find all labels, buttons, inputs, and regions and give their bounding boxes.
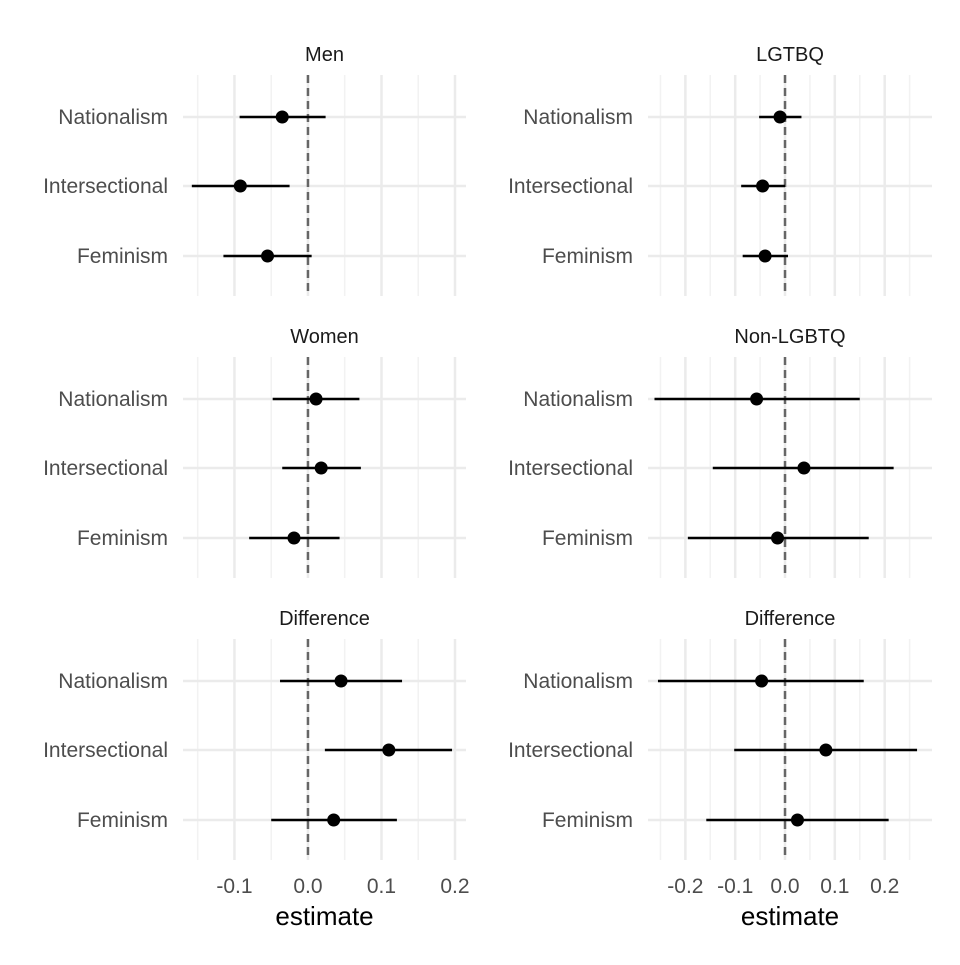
category-label: Feminism <box>542 245 633 268</box>
x-tick-label: -0.1 <box>717 875 753 898</box>
x-tick-label: 0.2 <box>870 875 899 898</box>
category-label: Intersectional <box>508 739 633 762</box>
category-label: Intersectional <box>508 457 633 480</box>
panel-title: Difference <box>745 608 836 630</box>
panel-title: LGTBQ <box>756 44 824 66</box>
x-tick-label: 0.1 <box>367 875 396 898</box>
point-estimate <box>287 531 301 545</box>
category-label: Feminism <box>542 809 633 832</box>
panel-title: Women <box>290 326 359 348</box>
point-estimate <box>327 813 341 827</box>
x-tick-label: 0.0 <box>293 875 322 898</box>
x-tick-label: 0.2 <box>440 875 469 898</box>
point-estimate <box>382 743 396 757</box>
x-axis-title: estimate <box>741 901 839 931</box>
category-label: Intersectional <box>43 457 168 480</box>
panel-title: Men <box>305 44 344 66</box>
point-estimate <box>334 674 348 688</box>
point-estimate <box>261 249 275 263</box>
point-estimate <box>773 110 787 124</box>
category-label: Intersectional <box>43 739 168 762</box>
category-label: Feminism <box>542 527 633 550</box>
x-tick-label: -0.1 <box>216 875 252 898</box>
category-label: Nationalism <box>523 106 633 129</box>
panel-title: Difference <box>279 608 370 630</box>
x-axis-title: estimate <box>275 901 373 931</box>
category-label: Feminism <box>77 527 168 550</box>
category-label: Nationalism <box>58 388 168 411</box>
category-label: Feminism <box>77 809 168 832</box>
category-label: Feminism <box>77 245 168 268</box>
category-label: Nationalism <box>58 670 168 693</box>
x-tick-label: 0.1 <box>820 875 849 898</box>
point-estimate <box>750 392 764 406</box>
category-label: Nationalism <box>523 670 633 693</box>
point-estimate <box>275 110 289 124</box>
category-label: Nationalism <box>523 388 633 411</box>
category-label: Nationalism <box>58 106 168 129</box>
point-estimate <box>309 392 323 406</box>
panel-title: Non-LGBTQ <box>734 326 845 348</box>
point-estimate <box>771 531 785 545</box>
point-estimate <box>819 743 833 757</box>
point-estimate <box>797 461 811 475</box>
category-label: Intersectional <box>43 175 168 198</box>
point-estimate <box>758 249 772 263</box>
x-tick-label: 0.0 <box>770 875 799 898</box>
point-estimate <box>233 179 247 193</box>
point-estimate <box>755 674 769 688</box>
x-tick-label: -0.2 <box>667 875 703 898</box>
point-estimate <box>314 461 328 475</box>
point-estimate <box>790 813 804 827</box>
category-label: Intersectional <box>508 175 633 198</box>
point-estimate <box>756 179 770 193</box>
